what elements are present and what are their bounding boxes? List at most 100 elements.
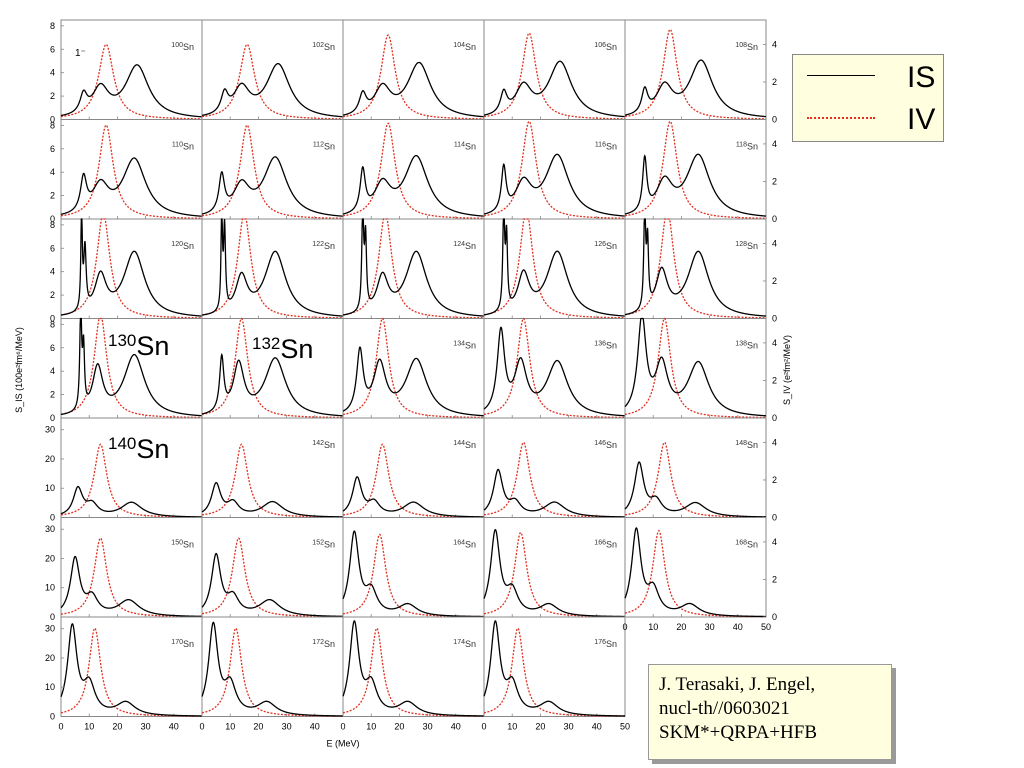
panel-label-element: Sn — [747, 540, 758, 550]
legend-label-iv: IV — [907, 103, 936, 136]
left-tick-label: 0 — [50, 115, 55, 125]
panel-label-mass: 134 — [453, 341, 465, 348]
right-tick-label: 4 — [772, 437, 777, 447]
panel-label-mass: 152 — [312, 540, 324, 547]
iv-strength-curve-132 — [201, 317, 343, 419]
x-tick-label: 20 — [394, 722, 404, 732]
legend-entry-is: IS — [803, 57, 943, 97]
panel-label-mass: 120 — [171, 241, 183, 248]
panel-frame-150 — [60, 517, 203, 618]
x-tick-label: 10 — [84, 722, 94, 732]
x-tick-label: 40 — [733, 622, 743, 632]
x-tick-label: 0 — [481, 722, 486, 732]
panel-label-mass: 128 — [735, 241, 747, 248]
iv-strength-curve-140 — [60, 443, 202, 518]
is-strength-curve-100 — [60, 64, 203, 118]
x-tick-label: 30 — [423, 722, 433, 732]
left-tick-label: 0 — [50, 513, 55, 523]
x-tick-label: 10 — [366, 722, 376, 732]
x-tick-label: 40 — [592, 722, 602, 732]
panel-label-114: 114Sn — [454, 142, 476, 152]
right-tick-label: 2 — [772, 176, 777, 186]
left-tick-label: 0 — [50, 612, 55, 622]
x-tick-label: 20 — [676, 622, 686, 632]
panel-label-element: Sn — [324, 540, 335, 550]
is-strength-curve-130 — [60, 317, 203, 417]
is-strength-curve-134 — [342, 346, 485, 417]
iv-strength-curve-144 — [342, 443, 484, 518]
left-tick-label: 6 — [50, 243, 55, 253]
panel-label-mass: 108 — [735, 42, 747, 49]
is-strength-curve-140 — [60, 485, 203, 518]
panel-label-element: Sn — [324, 440, 335, 450]
panel-label-166: 166Sn — [594, 540, 617, 550]
is-strength-curve-142 — [201, 481, 344, 518]
right-tick-label: 0 — [772, 314, 777, 324]
iv-strength-curve-124 — [342, 218, 484, 319]
iv-strength-curve-118 — [624, 120, 767, 219]
panel-label-element: Sn — [465, 639, 476, 649]
right-tick-label: 4 — [772, 238, 777, 248]
legend-label-is: IS — [907, 61, 936, 94]
x-tick-label: 20 — [253, 722, 263, 732]
left-tick-label: 8 — [50, 319, 55, 329]
right-tick-label: 4 — [772, 39, 777, 49]
is-strength-curve-164 — [342, 530, 484, 618]
is-strength-curve-126 — [483, 218, 626, 317]
panel-label-170: 170Sn — [171, 639, 194, 649]
x-tick-label: 0 — [340, 722, 345, 732]
panel-frame-170 — [60, 616, 203, 717]
is-strength-curve-138 — [624, 317, 767, 417]
left-tick-label: 4 — [50, 366, 55, 376]
x-tick-label: 40 — [169, 722, 179, 732]
is-strength-curve-108 — [624, 59, 767, 118]
panel-label-element: Sn — [606, 241, 617, 251]
panel-frame-112 — [201, 119, 344, 220]
panel-label-mass: 106 — [594, 42, 606, 49]
is-strength-curve-174 — [342, 620, 484, 717]
left-tick-label: 10 — [45, 682, 55, 692]
panel-label-mass: 168 — [735, 540, 747, 547]
panel-frame-100 — [60, 19, 203, 120]
iv-strength-curve-148 — [624, 441, 766, 518]
left-tick-label: 8 — [50, 120, 55, 130]
panel-label-element: Sn — [465, 142, 476, 152]
big-label-130sn: 130Sn — [108, 331, 170, 361]
panel-label-mass: 124 — [453, 241, 465, 248]
is-strength-curve-150 — [60, 555, 203, 617]
is-strength-curve-128 — [624, 218, 767, 317]
panel-label-176: 176Sn — [594, 639, 617, 649]
is-strength-curve-122 — [201, 218, 344, 317]
panel-label-element: Sn — [465, 440, 476, 450]
x-tick-label: 0 — [199, 722, 204, 732]
is-strength-curve-172 — [201, 621, 343, 717]
left-tick-label: 30 — [45, 624, 55, 634]
panel-label-102: 102Sn — [312, 42, 335, 52]
panel-label-106: 106Sn — [594, 42, 617, 52]
panel-label-element: Sn — [183, 540, 194, 550]
iv-strength-curve-112 — [201, 124, 343, 219]
left-tick-label: 2 — [50, 290, 55, 300]
panel-label-118: 118Sn — [736, 142, 758, 152]
left-tick-label: 6 — [50, 343, 55, 353]
panel-label-mass: 174 — [453, 639, 465, 646]
iv-strength-curve-134 — [342, 317, 484, 419]
citation-box: J. Terasaki, J. Engel, nucl-th//0603021 … — [648, 664, 892, 760]
panel-label-mass: 146 — [594, 440, 606, 447]
right-tick-label: 2 — [772, 375, 777, 385]
panel-label-mass: 112 — [313, 142, 324, 149]
panel-label-mass: 136 — [594, 341, 606, 348]
panel-label-element: Sn — [183, 42, 194, 52]
legend: IS IV — [792, 54, 944, 142]
is-strength-curve-116 — [483, 153, 626, 217]
panel-frame-110 — [60, 119, 203, 220]
panel-label-element: Sn — [324, 142, 335, 152]
panel-label-element: Sn — [747, 42, 758, 52]
panel-label-element: Sn — [465, 241, 476, 251]
left-tick-label: 0 — [50, 314, 55, 324]
panel-label-element: Sn — [183, 241, 194, 251]
right-tick-label: 0 — [772, 413, 777, 423]
is-strength-curve-120 — [60, 218, 203, 317]
left-tick-label: 2 — [50, 390, 55, 400]
